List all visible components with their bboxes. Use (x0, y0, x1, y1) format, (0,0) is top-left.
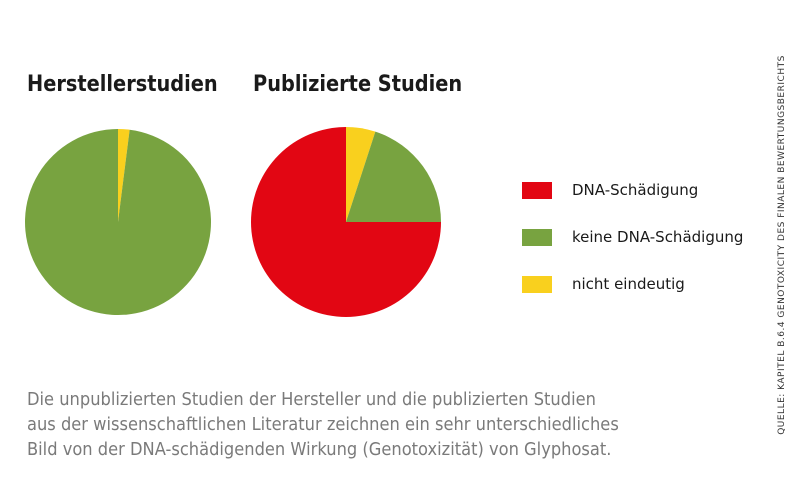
caption: Die unpublizierten Studien der Herstelle… (27, 388, 715, 463)
pie-0-slice-nicht-eindeutig (118, 129, 130, 222)
legend-swatch-green (522, 228, 552, 246)
source-note: QUELLE: KAPITEL B.6.4 GENOTOXICITY DES F… (777, 55, 787, 435)
pie-0-slice-keine-dna-schaedigung (24, 129, 211, 315)
chart-title-herstellerstudien: Herstellerstudien (27, 72, 218, 97)
caption-line: Bild von der DNA-schädigenden Wirkung (G… (27, 440, 612, 460)
chart-title-publizierte-studien: Publizierte Studien (253, 72, 463, 97)
legend-item-nicht-eindeutig: nicht eindeutig (522, 274, 743, 294)
pie-1-slice-keine-dna-schaedigung (346, 131, 441, 222)
pie-1-slice-dna-schaedigung (251, 127, 441, 317)
legend-label: nicht eindeutig (572, 275, 685, 293)
caption-line: aus der wissenschaftlichen Literatur zei… (27, 415, 619, 435)
legend-item-keine-dna-schaedigung: keine DNA-Schädigung (522, 227, 743, 247)
legend-label: keine DNA-Schädigung (572, 228, 744, 246)
legend: DNA-Schädigung keine DNA-Schädigung nich… (522, 180, 743, 321)
legend-swatch-yellow (522, 275, 552, 293)
pie-1-slice-nicht-eindeutig (346, 127, 376, 222)
legend-swatch-red (522, 181, 552, 199)
caption-line: Die unpublizierten Studien der Herstelle… (27, 390, 596, 410)
legend-item-dna-schaedigung: DNA-Schädigung (522, 180, 743, 200)
legend-label: DNA-Schädigung (572, 181, 699, 199)
